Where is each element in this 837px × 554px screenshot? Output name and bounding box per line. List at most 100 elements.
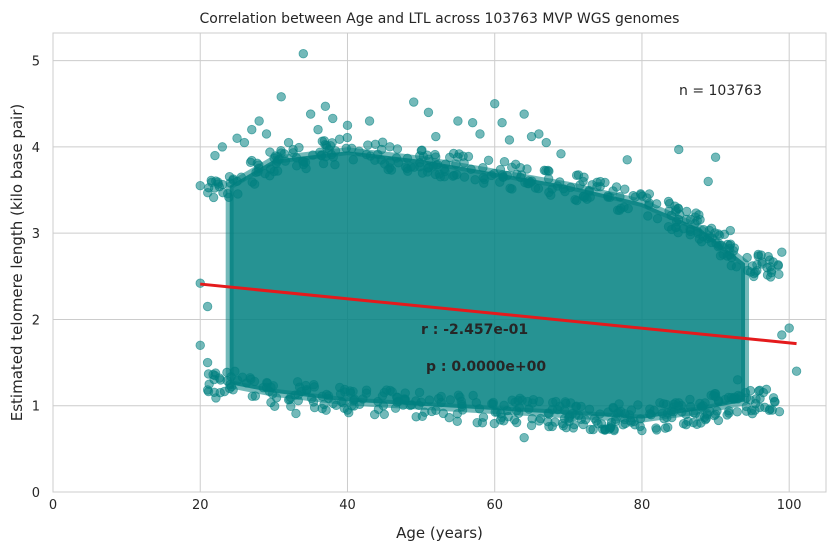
data-point bbox=[742, 252, 752, 263]
data-point bbox=[571, 402, 581, 412]
data-point bbox=[308, 150, 318, 160]
x-tick-label: 80 bbox=[634, 498, 651, 513]
data-point bbox=[488, 399, 498, 409]
data-point bbox=[309, 402, 320, 413]
data-point bbox=[696, 418, 706, 428]
data-point bbox=[651, 199, 662, 209]
data-point bbox=[195, 340, 205, 351]
data-point bbox=[342, 405, 353, 415]
data-point bbox=[777, 330, 787, 340]
data-point bbox=[466, 164, 476, 175]
data-point bbox=[558, 421, 569, 431]
data-point bbox=[652, 213, 663, 224]
data-point bbox=[358, 394, 368, 404]
data-point bbox=[401, 162, 411, 172]
data-point bbox=[519, 109, 529, 119]
data-point bbox=[503, 412, 513, 422]
data-point bbox=[459, 172, 470, 182]
data-point bbox=[453, 116, 463, 126]
data-point bbox=[483, 155, 494, 165]
data-point bbox=[519, 432, 529, 443]
y-tick-label: 5 bbox=[32, 55, 40, 70]
data-point bbox=[218, 187, 228, 198]
data-point bbox=[283, 137, 294, 148]
data-point bbox=[646, 410, 656, 420]
regression-line bbox=[200, 282, 797, 346]
x-tick-label: 60 bbox=[486, 498, 503, 513]
data-point bbox=[215, 387, 225, 398]
data-point bbox=[258, 382, 268, 393]
data-point bbox=[391, 153, 402, 163]
data-point bbox=[677, 407, 687, 417]
data-point bbox=[449, 170, 459, 181]
data-point bbox=[342, 120, 353, 131]
data-point bbox=[245, 373, 255, 383]
data-point bbox=[313, 124, 323, 135]
data-point bbox=[681, 206, 692, 217]
data-point bbox=[269, 401, 280, 411]
data-point bbox=[616, 406, 626, 416]
data-point bbox=[422, 150, 432, 160]
data-point bbox=[520, 177, 530, 188]
data-point bbox=[747, 261, 758, 271]
data-point bbox=[265, 164, 276, 174]
data-point bbox=[261, 129, 272, 139]
data-point bbox=[635, 421, 645, 432]
data-point bbox=[556, 149, 566, 159]
p-annotation: p : 0.0000e+00 bbox=[426, 359, 546, 375]
data-point bbox=[499, 156, 510, 167]
data-point bbox=[432, 159, 443, 170]
data-point bbox=[474, 404, 485, 414]
data-point bbox=[331, 400, 341, 411]
data-point bbox=[204, 379, 214, 389]
data-point bbox=[791, 366, 802, 376]
data-point bbox=[643, 211, 653, 221]
data-point bbox=[534, 416, 544, 426]
y-tick-label: 2 bbox=[32, 313, 40, 328]
data-point bbox=[551, 396, 561, 407]
data-point bbox=[762, 262, 772, 273]
data-point bbox=[249, 179, 260, 189]
data-point bbox=[732, 375, 743, 385]
data-point bbox=[706, 390, 716, 401]
data-point bbox=[247, 124, 257, 135]
data-point bbox=[468, 390, 478, 401]
data-point bbox=[754, 386, 764, 396]
data-point bbox=[592, 181, 602, 192]
data-point bbox=[543, 174, 554, 184]
data-point bbox=[711, 238, 721, 248]
data-point bbox=[293, 390, 303, 400]
data-point bbox=[210, 150, 220, 161]
data-point bbox=[364, 116, 375, 126]
data-point bbox=[445, 395, 455, 405]
data-point bbox=[559, 405, 570, 415]
data-point bbox=[741, 406, 752, 416]
data-point bbox=[732, 407, 742, 417]
data-point bbox=[560, 397, 571, 407]
data-point bbox=[651, 425, 662, 435]
data-point bbox=[633, 400, 643, 410]
data-point bbox=[392, 397, 402, 407]
data-point bbox=[254, 160, 264, 170]
data-point bbox=[348, 386, 358, 397]
data-point bbox=[572, 195, 582, 206]
data-point bbox=[409, 162, 419, 172]
data-point bbox=[681, 214, 692, 225]
x-tick-label: 40 bbox=[339, 498, 356, 513]
data-point bbox=[663, 196, 674, 207]
data-point bbox=[323, 391, 334, 401]
data-point bbox=[479, 174, 490, 185]
data-point bbox=[533, 183, 544, 194]
data-point bbox=[349, 394, 360, 405]
data-point bbox=[330, 160, 340, 170]
data-point bbox=[224, 383, 235, 394]
data-point bbox=[673, 214, 684, 225]
data-point bbox=[630, 192, 641, 202]
data-point bbox=[435, 172, 446, 182]
data-point bbox=[578, 176, 588, 187]
data-point bbox=[658, 399, 669, 409]
data-point bbox=[585, 424, 596, 435]
data-point bbox=[703, 176, 713, 187]
data-point bbox=[578, 419, 588, 430]
